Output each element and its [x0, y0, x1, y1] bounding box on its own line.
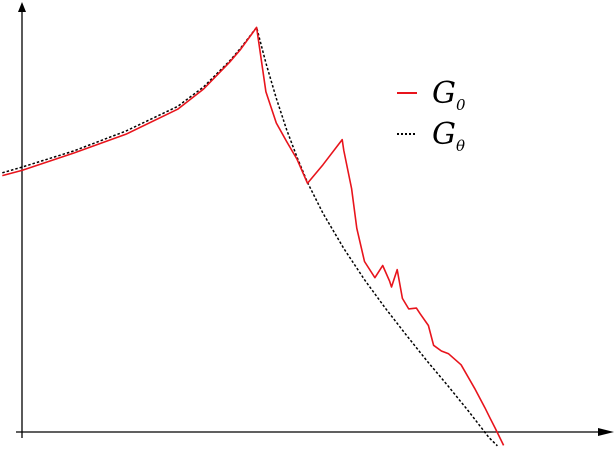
y-axis-arrow: [18, 2, 26, 12]
axes: [16, 2, 614, 438]
legend-label-gtheta-sub: θ: [456, 137, 465, 155]
legend-label-gtheta: Gθ: [432, 117, 465, 155]
legend: G0 Gθ: [397, 76, 466, 155]
legend-label-g0: G0: [432, 76, 466, 114]
series-g0-line: [2, 26, 505, 446]
legend-label-g0-sub: 0: [456, 96, 466, 114]
series-gtheta-line: [2, 26, 498, 447]
series-layer: [2, 26, 505, 447]
x-axis-arrow: [598, 428, 614, 436]
legend-label-gtheta-main: G: [432, 117, 456, 152]
legend-label-g0-main: G: [432, 76, 456, 111]
